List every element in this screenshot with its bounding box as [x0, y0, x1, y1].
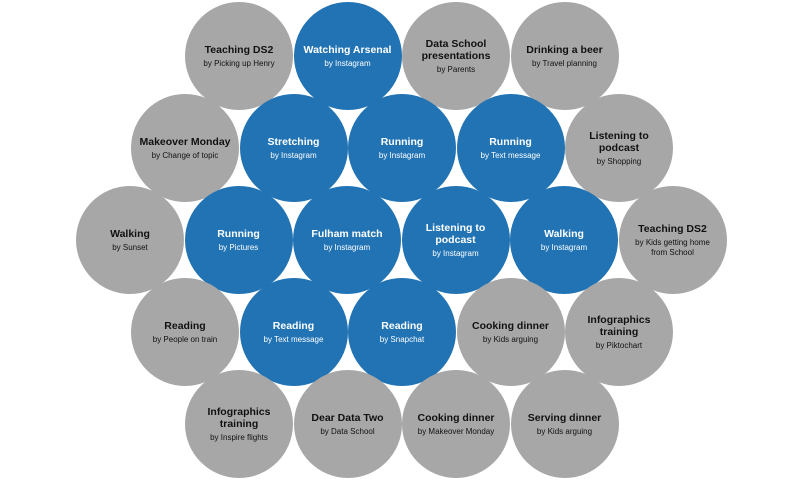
- interrupted-by-label: by Instagram: [378, 150, 426, 160]
- activity-bubble: Cooking dinner by Makeover Monday: [402, 370, 510, 478]
- interrupted-by-label: by Kids arguing: [536, 426, 593, 436]
- activity-title: Running: [217, 227, 260, 240]
- interrupted-by-label: by Instagram: [540, 242, 588, 252]
- activity-title: Listening to podcast: [425, 221, 486, 246]
- activity-bubble: Stretching by Instagram: [239, 94, 348, 202]
- activity-bubble: Watching Arsenal by Instagram: [293, 2, 402, 110]
- activity-title: Infographics training: [587, 313, 651, 338]
- activity-bubble: Teaching DS2 by Kids getting home from Sc…: [618, 186, 727, 294]
- interrupted-by-label: by Shopping: [596, 156, 642, 166]
- activity-title: Watching Arsenal: [303, 43, 392, 56]
- interrupted-by-label: by Inspire flights: [210, 432, 268, 442]
- activity-title: Running: [380, 135, 424, 148]
- activity-title: Data School presentations: [421, 37, 491, 62]
- activity-title: Drinking a beer: [526, 43, 603, 56]
- activity-bubble: Reading by Snapchat: [348, 278, 456, 386]
- activity-bubble: Drinking a beer by Travel planning: [510, 2, 619, 110]
- activity-title: Teaching DS2: [638, 222, 707, 235]
- interrupted-by-label: by Change of topic: [151, 150, 219, 160]
- interrupted-by-label: by Picking up Henry: [203, 58, 275, 68]
- activity-bubble: Infographics training by Inspire flights: [185, 370, 293, 478]
- interrupted-by-label: by Pictures: [218, 242, 259, 252]
- activity-bubble: Fulham match by Instagram: [293, 186, 401, 294]
- activity-bubble: Reading by Text message: [239, 278, 348, 386]
- interrupted-by-label: by Data School: [320, 426, 375, 436]
- interrupted-by-label: by Sunset: [112, 242, 148, 252]
- activity-bubble: Running by Pictures: [184, 186, 293, 294]
- interrupted-by-label: by Parents: [436, 64, 476, 74]
- interrupted-by-label: by Travel planning: [532, 58, 597, 68]
- interrupted-by-label: by Snapchat: [379, 334, 425, 344]
- activity-title: Stretching: [267, 135, 320, 148]
- activity-title: Serving dinner: [527, 411, 602, 424]
- interrupted-by-label: by Instagram: [432, 248, 479, 258]
- activity-bubble: Infographics training by Piktochart: [565, 278, 673, 386]
- interrupted-by-label: by Makeover Monday: [417, 426, 495, 436]
- interrupted-by-label: by Kids getting home from School: [635, 237, 710, 257]
- activity-title: Dear Data Two: [311, 411, 384, 424]
- activity-bubble: Walking by Sunset: [76, 186, 184, 294]
- activity-bubble: Listening to podcast by Instagram: [401, 186, 510, 294]
- activity-bubble: Data School presentations by Parents: [402, 2, 510, 110]
- interrupted-by-label: by Piktochart: [595, 340, 643, 350]
- interrupted-by-label: by Text message: [480, 150, 541, 160]
- interrupted-by-label: by Kids arguing: [482, 334, 539, 344]
- activity-title: Reading: [272, 319, 315, 332]
- activity-bubble: Dear Data Two by Data School: [293, 370, 402, 478]
- activity-title: Cooking dinner: [417, 411, 495, 424]
- activity-title: Teaching DS2: [204, 43, 274, 56]
- activity-title: Listening to podcast: [589, 129, 649, 154]
- activity-bubble: Teaching DS2 by Picking up Henry: [185, 2, 293, 110]
- activity-bubble: Walking by Instagram: [510, 186, 618, 294]
- interrupted-by-label: by Instagram: [324, 58, 371, 68]
- activity-bubble: Makeover Monday by Change of topic: [131, 94, 239, 202]
- activity-title: Fulham match: [311, 227, 383, 240]
- activity-title: Makeover Monday: [139, 135, 231, 148]
- activity-title: Reading: [164, 319, 206, 332]
- activity-bubble: Reading by People on train: [131, 278, 239, 386]
- activity-bubble: Running by Instagram: [348, 94, 456, 202]
- activity-bubble: Serving dinner by Kids arguing: [510, 370, 619, 478]
- activity-title: Walking: [544, 227, 584, 240]
- activity-bubble: Cooking dinner by Kids arguing: [456, 278, 565, 386]
- activity-bubble: Running by Text message: [456, 94, 565, 202]
- activity-title: Reading: [381, 319, 423, 332]
- activity-bubble: Listening to podcast by Shopping: [565, 94, 673, 202]
- activity-title: Infographics training: [207, 405, 271, 430]
- activity-title: Walking: [110, 227, 150, 240]
- activity-title: Running: [489, 135, 532, 148]
- interrupted-by-label: by People on train: [152, 334, 218, 344]
- activity-title: Cooking dinner: [472, 319, 549, 332]
- interrupted-by-label: by Instagram: [323, 242, 371, 252]
- interrupted-by-label: by Instagram: [270, 150, 317, 160]
- interrupted-by-label: by Text message: [263, 334, 324, 344]
